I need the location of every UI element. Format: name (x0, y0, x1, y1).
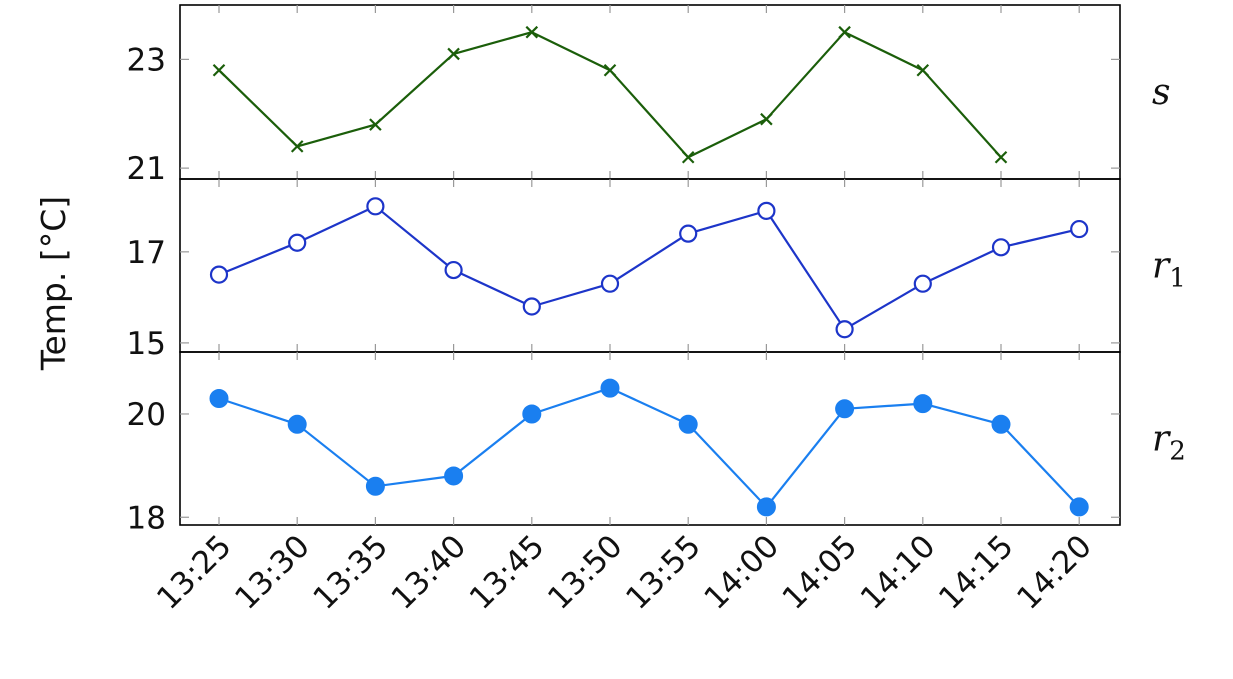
x-tick-label: 13:50 (541, 528, 630, 617)
data-point (835, 320, 854, 339)
chart-panels: 21 23 s 15 17 r1 18 20 r2 (127, 4, 1186, 536)
data-point (288, 233, 307, 252)
y-tick-label: 15 (127, 326, 166, 362)
data-point (913, 394, 933, 414)
x-tick-label: 14:00 (697, 528, 786, 617)
data-point (991, 414, 1011, 434)
data-point (913, 274, 932, 293)
data-point (994, 150, 1008, 164)
x-axis-tick-labels: 13:2513:3013:3513:4013:4513:5013:5514:00… (150, 528, 1099, 617)
data-point (916, 63, 930, 77)
data-point (522, 297, 541, 316)
data-point (212, 63, 226, 77)
x-tick-label: 14:05 (776, 528, 865, 617)
data-point (600, 378, 620, 398)
data-point (835, 399, 855, 419)
series-line (218, 31, 1002, 159)
data-point (1070, 219, 1089, 239)
panel-frame (179, 178, 1121, 353)
x-tick-label: 13:45 (463, 528, 552, 617)
x-tick-label: 14:15 (932, 528, 1021, 617)
data-point (287, 414, 307, 434)
data-point (756, 497, 776, 517)
x-tick-label: 13:30 (228, 528, 317, 617)
data-point (600, 274, 620, 293)
y-tick-label: 21 (127, 151, 166, 187)
data-point (444, 260, 463, 280)
panel-r2: 18 20 r2 (127, 351, 1186, 536)
y-tick-label: 20 (127, 397, 166, 433)
data-point (290, 140, 304, 153)
data-point (369, 118, 382, 131)
data-point (838, 25, 851, 39)
data-point (365, 476, 385, 496)
x-tick-label: 13:55 (619, 528, 708, 617)
data-point (679, 224, 698, 243)
panel-frame (179, 4, 1121, 180)
y-tick-label: 17 (127, 235, 166, 271)
data-point (444, 466, 464, 486)
data-point (209, 265, 229, 284)
y-tick-label: 23 (127, 42, 166, 78)
data-point (209, 388, 229, 408)
x-tick-label: 14:10 (854, 528, 943, 617)
data-point (366, 197, 385, 216)
x-tick-label: 13:40 (385, 528, 474, 617)
series-label: r2 (1152, 419, 1186, 467)
data-point (447, 47, 460, 61)
data-point (757, 201, 776, 220)
series-line (218, 205, 1080, 331)
data-point (760, 112, 773, 126)
data-point (603, 63, 617, 77)
x-tick-label: 14:20 (1010, 528, 1099, 617)
x-tick-label: 13:25 (150, 528, 239, 617)
x-tick-label: 13:35 (306, 528, 395, 617)
series-label: r1 (1152, 246, 1186, 294)
data-point (678, 414, 698, 434)
y-axis-label: Temp. [°C] (34, 196, 73, 371)
data-point (681, 150, 695, 164)
data-point (522, 404, 542, 424)
y-tick-label: 18 (127, 500, 166, 536)
panel-s: 21 23 s (127, 4, 1170, 187)
data-point (1069, 497, 1089, 517)
data-point (525, 25, 539, 39)
series-line (218, 387, 1080, 508)
panel-r1: 15 17 r1 (127, 178, 1186, 362)
data-point (991, 238, 1011, 257)
series-label: s (1152, 72, 1170, 113)
panel-frame (179, 351, 1121, 526)
